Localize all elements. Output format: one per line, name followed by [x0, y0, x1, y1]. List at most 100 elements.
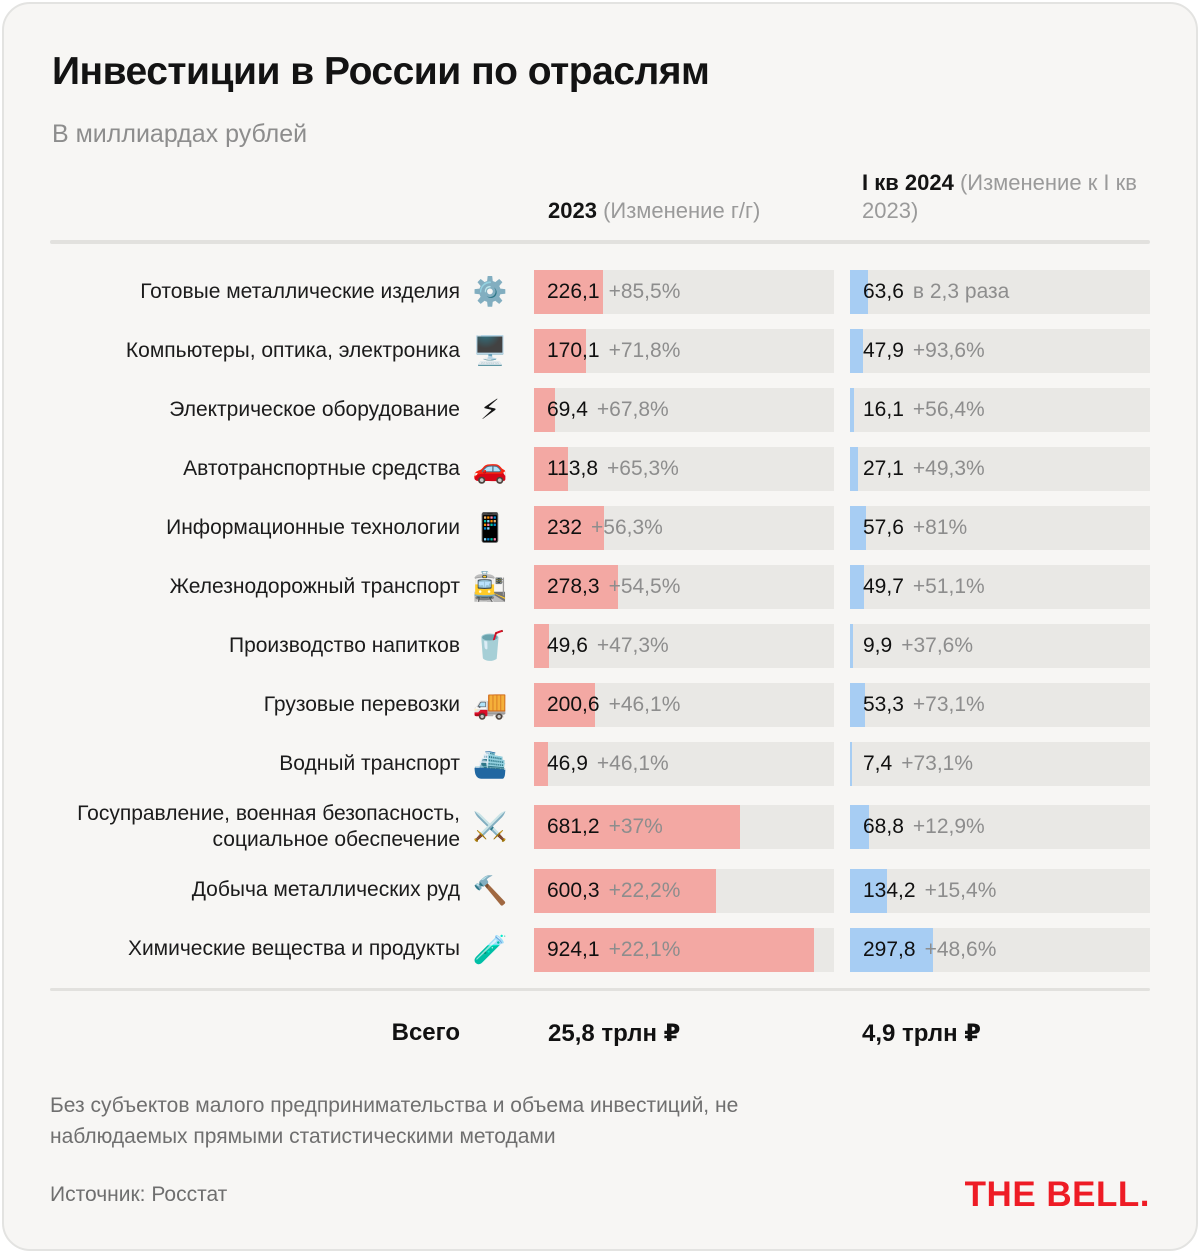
- ferry-icon: ⛴️: [472, 748, 508, 779]
- bar-track-2023: 600,3 +22,2%: [534, 868, 834, 913]
- value-q1-2024: 57,6: [863, 516, 904, 539]
- bar-2023: [534, 868, 716, 913]
- bar-track-q1-2024: 134,2 +15,4%: [850, 868, 1150, 913]
- bar-q1-2024: [850, 329, 864, 373]
- value-q1-2024: 134,2: [863, 878, 916, 902]
- change-2023: +47,3%: [596, 634, 669, 657]
- bar-2023: [534, 388, 556, 432]
- change-q1-2024: +49,3%: [912, 457, 985, 480]
- chart-subtitle: В миллиардах рублей: [52, 120, 308, 148]
- bar-track-q1-2024: 68,8 +12,9%: [850, 805, 1150, 850]
- bar-track-q1-2024: 7,4 +73,1%: [850, 742, 1150, 786]
- row-label: Информационные технологии: [166, 515, 460, 539]
- total-row: Всего 25,8 трлн ₽ 4,9 трлн ₽: [50, 1019, 1150, 1048]
- total-q1-2024: 4,9 трлн ₽: [862, 1019, 981, 1047]
- bar-track-2023: 49,6 +47,3%: [534, 624, 834, 668]
- bar-2023: [534, 447, 569, 491]
- gear-icon: ⚙️: [472, 276, 508, 307]
- car-icon: 🚗: [472, 453, 508, 484]
- change-q1-2024: +81%: [912, 516, 968, 539]
- change-q1-2024: +48,6%: [924, 937, 997, 961]
- change-2023: +65,3%: [607, 457, 679, 480]
- total-2023: 25,8 трлн ₽: [548, 1019, 681, 1047]
- chart-row: Электрическое оборудование ⚡ 69,4 +67,8%…: [50, 388, 1150, 432]
- bar-2023: [534, 683, 595, 727]
- logo-the-bell: THE BELL.: [964, 1174, 1150, 1214]
- bar-track-2023: 924,1 +22,1%: [534, 927, 834, 972]
- bar-track-q1-2024: 16,1 +56,4%: [850, 388, 1150, 432]
- change-q1-2024: +73,1%: [901, 752, 974, 775]
- bar-track-q1-2024: 297,8 +48,6%: [850, 927, 1150, 972]
- value-2023: 69,4: [547, 398, 588, 421]
- divider-bottom: [50, 987, 1150, 991]
- bar-q1-2024: [850, 506, 866, 550]
- bar-q1-2024: [850, 447, 858, 491]
- change-q1-2024: +93,6%: [912, 339, 985, 362]
- chart-row: Производство напитков 🥤 49,6 +47,3% 9,9 …: [50, 624, 1150, 668]
- high-voltage-icon: ⚡: [480, 394, 500, 425]
- row-label: Производство напитков: [228, 633, 460, 657]
- change-2023: +85,5%: [608, 280, 681, 303]
- chart-row: Готовые металлические изделия ⚙️ 226,1 +…: [50, 270, 1150, 314]
- column-header-2023-note: (Изменение г/г): [596, 197, 761, 223]
- value-q1-2024: 53,3: [863, 693, 904, 716]
- bar-track-q1-2024: 9,9 +37,6%: [850, 624, 1150, 668]
- bar-q1-2024: [850, 388, 855, 432]
- change-2023: +22,2%: [608, 878, 681, 902]
- change-q1-2024: в 2,3 раза: [912, 280, 1010, 303]
- bar-2023: [534, 805, 741, 850]
- column-header-q1-2024-note: (Изменение к I кв 2023): [862, 170, 1137, 223]
- bar-track-2023: 200,6 +46,1%: [534, 683, 834, 727]
- bar-q1-2024: [850, 927, 933, 972]
- change-q1-2024: +37,6%: [901, 634, 974, 657]
- bar-track-2023: 681,2 +37%: [534, 805, 834, 850]
- bar-2023: [534, 927, 815, 972]
- column-header-2023: 2023 (Изменение г/г): [534, 197, 834, 225]
- value-2023: 113,8: [547, 457, 598, 480]
- hammer-icon: 🔨: [472, 874, 508, 906]
- bar-q1-2024: [850, 683, 865, 727]
- value-q1-2024: 47,9: [863, 339, 904, 362]
- test-tube-icon: 🧪: [472, 933, 508, 965]
- chart-row: Грузовые перевозки 🚚 200,6 +46,1% 53,3 +…: [50, 683, 1150, 727]
- change-2023: +67,8%: [596, 398, 669, 421]
- chart-row: Химические вещества и продукты 🧪 924,1 +…: [50, 927, 1150, 972]
- column-header-2023-label: 2023: [548, 197, 597, 223]
- source: Источник: Росстат: [50, 1182, 228, 1206]
- bar-track-2023: 278,3 +54,5%: [534, 565, 834, 609]
- bar-track-2023: 226,1 +85,5%: [534, 270, 834, 314]
- bar-track-2023: 46,9 +46,1%: [534, 742, 834, 786]
- change-2023: +46,1%: [608, 693, 681, 716]
- value-2023: 600,3: [547, 878, 600, 902]
- value-2023: 200,6: [547, 693, 600, 716]
- row-label: Автотранспортные средства: [183, 456, 460, 480]
- bar-track-q1-2024: 57,6 +81%: [850, 506, 1150, 550]
- change-q1-2024: +15,4%: [924, 878, 997, 902]
- change-q1-2024: +12,9%: [912, 815, 985, 839]
- chart-title: Инвестиции в России по отраслям: [52, 50, 710, 93]
- value-q1-2024: 16,1: [863, 398, 904, 421]
- chart-row: Компьютеры, оптика, электроника 🖥️ 170,1…: [50, 329, 1150, 373]
- change-q1-2024: +73,1%: [912, 693, 985, 716]
- value-q1-2024: 68,8: [863, 815, 904, 839]
- value-2023: 278,3: [547, 575, 600, 598]
- bar-track-2023: 113,8 +65,3%: [534, 447, 834, 491]
- rows: Готовые металлические изделия ⚙️ 226,1 +…: [50, 270, 1150, 972]
- chart-row: Автотранспортные средства 🚗 113,8 +65,3%…: [50, 447, 1150, 491]
- change-q1-2024: +51,1%: [912, 575, 985, 598]
- smartphone-icon: 📱: [472, 512, 508, 543]
- change-2023: +37%: [608, 815, 663, 839]
- total-label: Всего: [391, 1019, 460, 1046]
- bar-2023: [534, 565, 619, 609]
- bar-2023: [534, 742, 549, 786]
- row-label: Грузовые перевозки: [263, 692, 460, 716]
- bar-track-q1-2024: 47,9 +93,6%: [850, 329, 1150, 373]
- value-2023: 46,9: [547, 752, 588, 775]
- change-2023: +46,1%: [596, 752, 669, 775]
- change-2023: +54,5%: [608, 575, 681, 598]
- row-label: Электрическое оборудование: [169, 397, 460, 421]
- bar-2023: [534, 624, 550, 668]
- bar-track-2023: 69,4 +67,8%: [534, 388, 834, 432]
- row-label: Госуправление, военная безопасность, соц…: [77, 802, 460, 852]
